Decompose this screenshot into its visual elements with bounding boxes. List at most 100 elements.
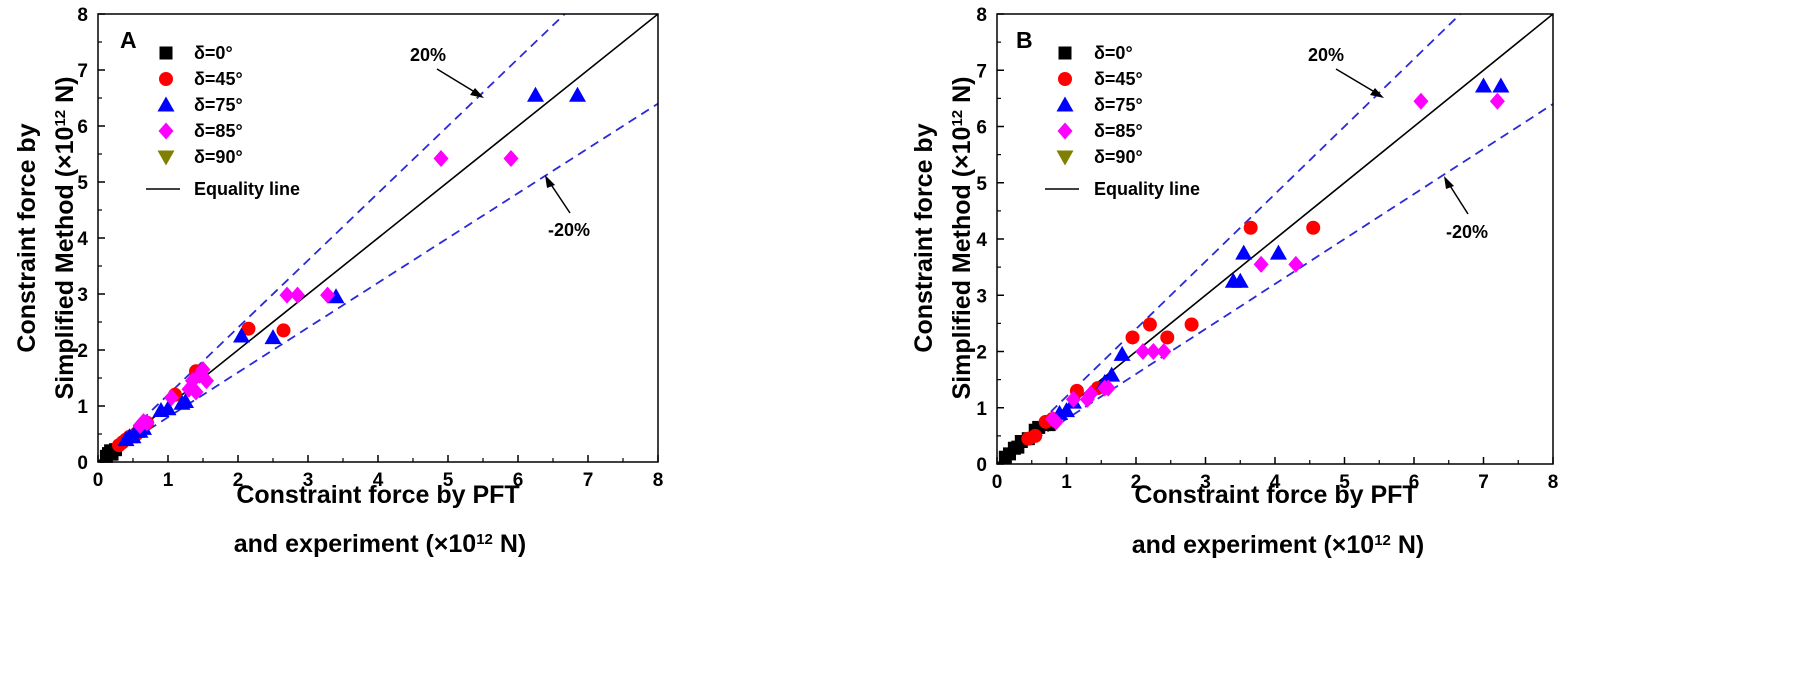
y-tick-label: 5 [77,173,88,194]
legend-marker [157,150,175,166]
data-point [1231,272,1249,288]
data-point [276,323,291,338]
x-tick-label: 8 [653,470,664,491]
x-tick-label: 7 [583,470,594,491]
panel-a-annotations: 20% -20% [410,45,590,240]
legend-marker [1056,96,1074,112]
lower-arrowhead-icon [1444,176,1454,189]
panel-b-annotations: 20% -20% [1308,45,1488,242]
lower-arrowhead-icon [545,175,555,188]
data-point [1156,343,1172,360]
x-tick-label: 1 [163,470,174,491]
x-tick-label: 4 [1270,472,1281,493]
data-point [1269,244,1287,260]
data-point [233,327,250,343]
x-tick-label: 2 [233,470,244,491]
y-tick-label: 7 [77,61,88,82]
data-point [1113,345,1131,361]
x-tick-label: 3 [1200,472,1211,493]
data-point [1184,317,1199,332]
panel-b-legend-label: δ=85° [1094,121,1143,141]
y-tick-label: 0 [77,453,88,474]
legend-marker [159,46,173,60]
data-point [264,329,282,345]
panel-b-legend-label: δ=0° [1094,43,1133,63]
panel-a-legend-markers [157,46,175,166]
data-point [1103,366,1121,382]
panel-a-legend-label: δ=0° [194,43,233,63]
panel-a-legend-label: δ=75° [194,95,243,115]
y-tick-label: 6 [77,117,88,138]
data-point [1475,77,1492,93]
panel-a: 0 1 2 3 4 5 6 7 8 0 1 2 3 4 5 6 7 8 A δ=0° δ=45° δ=75° δ=… [13,5,664,558]
legend-marker [158,122,174,140]
data-point [279,286,295,304]
y-tick-label: 6 [976,118,987,139]
data-point [1028,428,1043,443]
legend-marker [1058,46,1072,60]
panel-b-legend: δ=0° δ=45° δ=75° δ=85° δ=90° Equality li… [1045,43,1200,199]
data-point [139,414,155,432]
panel-b-marks [997,14,1553,464]
data-point [527,86,544,102]
data-point [1413,92,1429,110]
data-point [1048,413,1064,431]
x-tick-label: 5 [443,470,454,491]
y-tick-label: 3 [976,286,987,307]
data-point [1288,255,1304,273]
data-point [1160,330,1175,345]
panel-a-y-axis-title-line2: Simplified Method (×1012 N) [51,77,79,400]
y-tick-label: 8 [77,5,88,26]
x-tick-label: 3 [303,470,314,491]
panel-a-x-axis-title-line2: and experiment (×1012 N) [234,530,526,558]
panel-b-legend-markers [1056,46,1074,166]
data-point [1058,402,1075,418]
data-point [1489,92,1505,110]
data-point [1100,379,1116,397]
x-tick-label: 0 [992,472,1003,493]
y-tick-label: 8 [976,5,987,26]
legend-marker [1057,122,1073,140]
data-point [199,372,214,390]
x-tick-label: 6 [513,470,524,491]
data-point [327,288,345,304]
panel-b-legend-label: δ=45° [1094,69,1143,89]
panel-b-y-axis-title: Constraint force by [910,123,938,352]
panel-b-x-axis-title-line2: and experiment (×1012 N) [1132,531,1424,559]
x-tick-label: 6 [1409,472,1420,493]
data-point [1145,343,1161,360]
upper-arrowhead-icon [470,88,484,98]
data-point [1235,244,1253,260]
y-tick-label: 2 [976,343,987,364]
x-tick-label: 7 [1478,472,1489,493]
data-point [1065,390,1081,408]
lower-bound-annotation: -20% [548,220,590,240]
panel-b: 0 1 2 3 4 5 6 7 8 0 1 2 3 4 5 6 7 8 B δ=0° δ=45° δ=75° δ=… [910,5,1558,559]
panel-a-y-axis-title: Constraint force by [13,123,41,352]
panel-b-ticks: 0 1 2 3 4 5 6 7 8 0 1 2 3 4 5 6 7 8 [976,5,1558,493]
panel-b-legend-label: δ=90° [1094,147,1143,167]
legend-marker [1056,150,1074,166]
panel-b-legend-label: Equality line [1094,179,1200,199]
data-point [503,149,519,167]
legend-marker [157,96,175,112]
panel-b-label: B [1016,27,1033,53]
y-tick-label: 1 [77,397,88,418]
panel-a-x-axis-title: Constraint force by PFT [236,481,519,509]
panel-a-legend-label: δ=85° [194,121,243,141]
panel-a-marks [98,14,658,463]
upper-annotation-arrow [436,68,479,95]
legend-marker [159,72,173,86]
panel-b-y-axis-title-line2: Simplified Method (×1012 N) [948,77,976,400]
data-point [1306,220,1321,235]
minus-20-percent-line [98,102,658,462]
legend-marker [1058,72,1072,86]
panel-a-label: A [120,27,137,53]
x-tick-label: 0 [93,470,104,491]
panel-a-legend-label: Equality line [194,179,300,199]
x-tick-label: 4 [373,470,384,491]
upper-annotation-arrow [1335,68,1379,95]
data-point [1492,77,1510,93]
y-tick-label: 0 [976,455,987,476]
